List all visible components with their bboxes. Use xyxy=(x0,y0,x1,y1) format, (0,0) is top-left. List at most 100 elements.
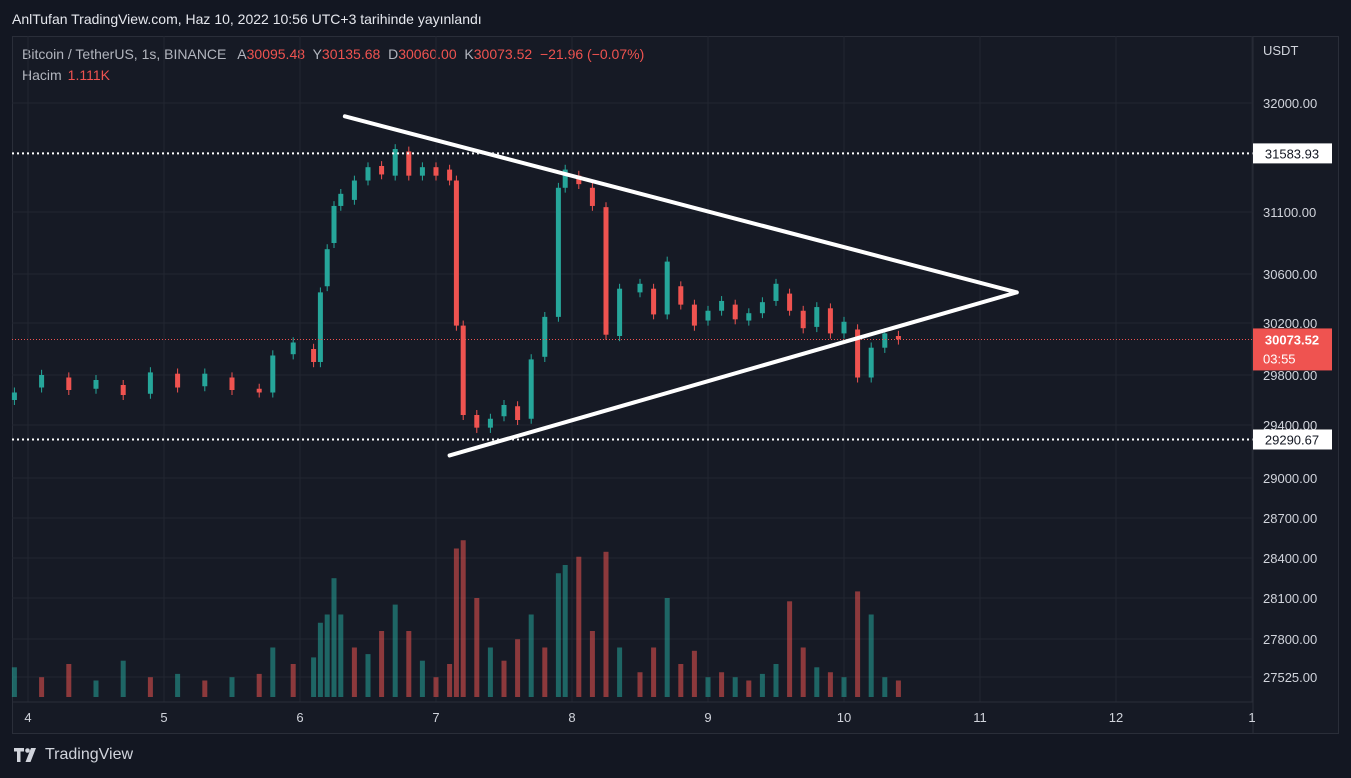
volume-bar xyxy=(617,647,623,697)
volume-bar xyxy=(453,548,459,697)
candle-body xyxy=(732,304,738,320)
time-tick-label: 9 xyxy=(704,710,711,725)
volume-bar xyxy=(691,650,697,697)
volume-bar xyxy=(882,677,888,697)
volume-bar xyxy=(433,677,439,697)
level-label: 31583.93 xyxy=(1265,146,1319,161)
volume-bar xyxy=(93,680,99,697)
volume-bar xyxy=(474,598,480,697)
volume-bar xyxy=(290,664,296,697)
level-label-box xyxy=(1253,429,1332,450)
volume-bar xyxy=(814,667,820,697)
countdown-label: 03:55 xyxy=(1263,351,1296,366)
volume-bar xyxy=(229,677,235,697)
candle-body xyxy=(678,286,684,305)
volume-bar xyxy=(66,664,72,697)
open-label: A xyxy=(237,46,247,62)
volume-bar xyxy=(603,551,609,697)
candle-body xyxy=(759,302,765,314)
candle-body xyxy=(202,373,208,387)
footer-logo[interactable]: TradingView xyxy=(14,746,133,764)
grid-lines xyxy=(12,36,1253,702)
candle-body xyxy=(855,329,861,378)
candle-body xyxy=(719,300,725,311)
time-tick-label: 5 xyxy=(160,710,167,725)
change-value: −21.96 (−0.07%) xyxy=(539,46,645,62)
volume-bar xyxy=(317,622,323,697)
candle-body xyxy=(589,187,595,206)
volume-bar xyxy=(379,631,385,697)
candle-body xyxy=(229,377,235,390)
candle-body xyxy=(419,167,425,176)
volume-bar xyxy=(562,565,568,697)
candle-body xyxy=(66,377,72,390)
candle-body xyxy=(147,372,153,394)
candle-body xyxy=(270,355,276,393)
candle-body xyxy=(11,392,17,400)
volume-bar xyxy=(419,660,425,697)
candle-body xyxy=(515,406,521,420)
candle-body xyxy=(637,283,643,293)
candle-body xyxy=(664,261,670,315)
candle-body xyxy=(460,325,466,415)
volume-bar xyxy=(651,647,657,697)
candle-body xyxy=(120,385,126,395)
price-tick-label: 29400.00 xyxy=(1263,418,1317,433)
volume-bar xyxy=(719,672,725,697)
volume-bar xyxy=(555,573,561,697)
volume-bar xyxy=(746,680,752,697)
time-axis[interactable]: 4 5 6 7 8 9 10 11 12 1 xyxy=(24,710,1255,725)
volume-bar xyxy=(855,591,861,697)
candle-body xyxy=(576,175,582,185)
candle-body xyxy=(705,310,711,321)
volume-bar xyxy=(365,654,371,697)
volume-bar xyxy=(202,680,208,697)
price-tick-label: 29000.00 xyxy=(1263,471,1317,486)
candle-body xyxy=(868,347,874,378)
price-axis[interactable]: 32000.00 31100.00 30600.00 30200.00 29800.00… xyxy=(1263,96,1317,685)
candle-body xyxy=(487,418,493,428)
level-label-box xyxy=(1253,143,1332,164)
candle-body xyxy=(882,333,888,348)
open-value: 30095.48 xyxy=(246,46,306,62)
triangle-drawing[interactable] xyxy=(342,114,1019,458)
footer-brand: TradingView xyxy=(45,746,134,763)
level-labels: 31583.93 29290.67 30073.52 03:55 xyxy=(1253,143,1332,450)
volume-bar xyxy=(147,677,153,697)
candle-body xyxy=(617,288,623,336)
volume-bar xyxy=(664,598,670,697)
low-label: D xyxy=(388,46,399,62)
candle-body xyxy=(256,388,262,393)
symbol-name[interactable]: Bitcoin / TetherUS, 1s, BINANCE xyxy=(22,46,227,62)
candle-body xyxy=(603,207,609,335)
time-tick-label: 6 xyxy=(296,710,303,725)
volume-bar xyxy=(338,614,344,697)
volume-bar xyxy=(501,660,507,697)
candle-body xyxy=(555,187,561,317)
candle-body xyxy=(528,359,534,419)
candle-body xyxy=(827,308,833,334)
candle-body xyxy=(814,307,820,327)
volume-bar xyxy=(542,647,548,697)
candle-body xyxy=(773,283,779,301)
horizontal-levels xyxy=(12,152,1253,441)
candle-body xyxy=(338,193,344,206)
volume-bar xyxy=(773,664,779,697)
volume-bar xyxy=(406,631,412,697)
volume-bar xyxy=(11,667,17,697)
candle-body xyxy=(474,415,480,428)
volume-bar xyxy=(515,639,521,697)
candle-body xyxy=(453,180,459,326)
tradingview-logo-icon xyxy=(14,748,36,762)
candle-body xyxy=(324,249,330,287)
volume-bar xyxy=(331,578,337,697)
candle-body xyxy=(175,373,181,388)
triangle-lower-line xyxy=(447,290,1019,458)
time-tick-label: 8 xyxy=(568,710,575,725)
volume-bar xyxy=(528,614,534,697)
time-tick-label: 11 xyxy=(973,710,987,725)
price-tick-label: 29800.00 xyxy=(1263,368,1317,383)
time-tick-label: 12 xyxy=(1109,710,1123,725)
price-tick-label: 27800.00 xyxy=(1263,632,1317,647)
